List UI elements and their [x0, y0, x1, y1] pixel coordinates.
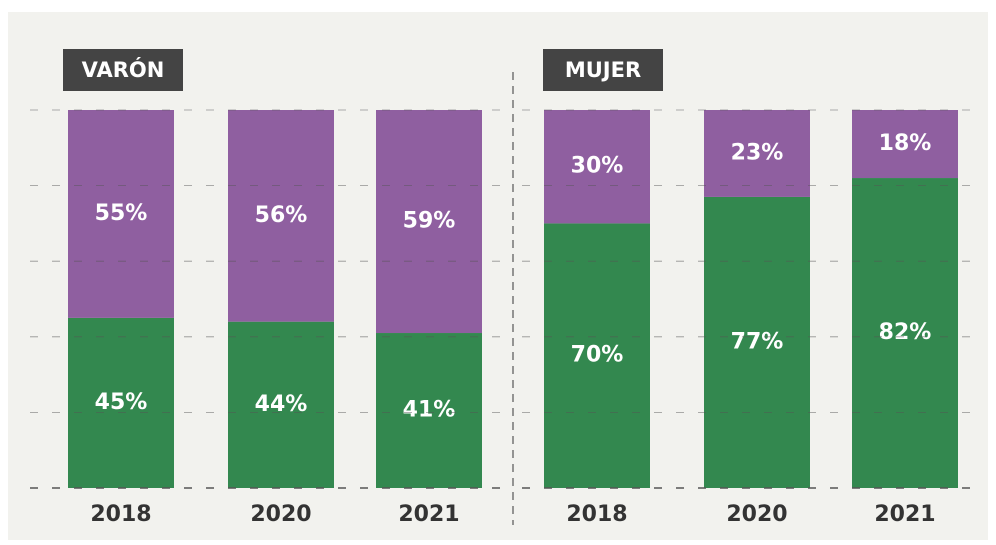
- value-label: 30%: [571, 154, 624, 179]
- bar-segment: [852, 178, 958, 489]
- value-label: 45%: [95, 390, 148, 415]
- panel-title: MUJER: [565, 58, 641, 82]
- value-label: 77%: [731, 329, 784, 354]
- x-tick-label: 2021: [398, 502, 459, 527]
- bar-segment: [68, 317, 174, 488]
- bar-segment: [376, 110, 482, 334]
- panel-title: VARÓN: [82, 57, 165, 82]
- x-tick-label: 2021: [874, 502, 935, 527]
- bar-segment: [544, 110, 650, 224]
- value-label: 56%: [255, 203, 308, 228]
- value-label: 82%: [879, 320, 932, 345]
- value-label: 41%: [403, 398, 456, 423]
- bar-segment: [704, 110, 810, 197]
- bar-segment: [376, 333, 482, 488]
- bar-segment: [852, 110, 958, 179]
- x-tick-label: 2020: [726, 502, 787, 527]
- value-label: 55%: [95, 201, 148, 226]
- value-label: 59%: [403, 209, 456, 234]
- value-label: 70%: [571, 343, 624, 368]
- title-box: [63, 49, 183, 91]
- x-tick-label: 2018: [90, 502, 151, 527]
- x-tick-label: 2018: [566, 502, 627, 527]
- x-tick-label: 2020: [250, 502, 311, 527]
- bar-segment: [228, 110, 334, 322]
- value-label: 23%: [731, 140, 784, 165]
- bar-segment: [704, 196, 810, 488]
- bar-segment: [68, 110, 174, 318]
- value-label: 44%: [255, 392, 308, 417]
- value-label: 18%: [879, 131, 932, 156]
- bar-segment: [228, 321, 334, 488]
- bar-segment: [544, 223, 650, 488]
- title-box: [543, 49, 663, 91]
